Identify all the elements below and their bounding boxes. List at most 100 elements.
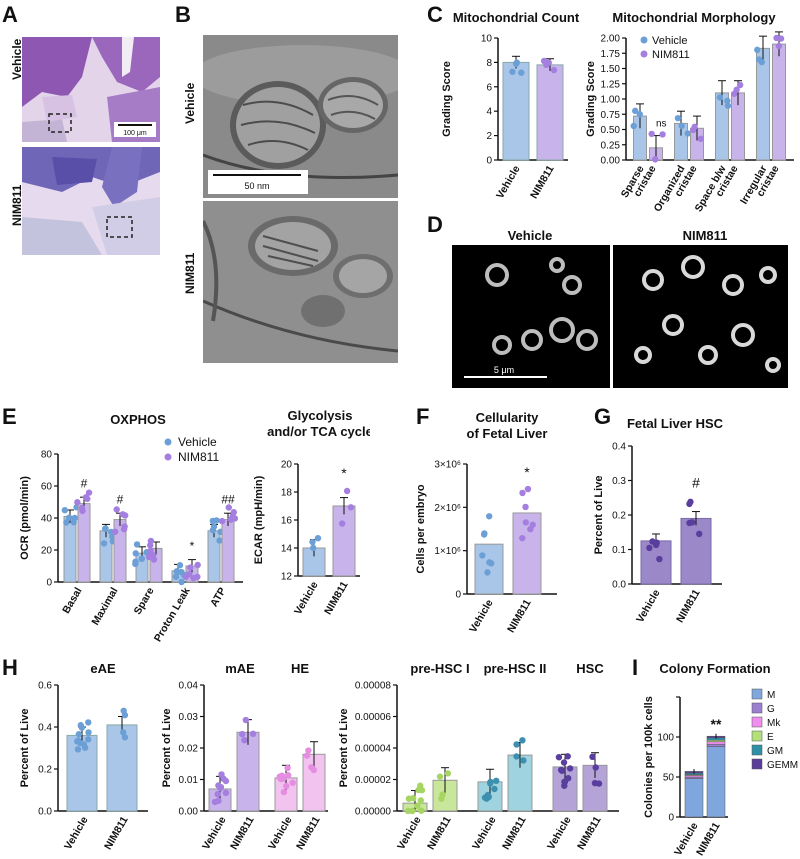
f-y-tick-label: 1×10⁶ xyxy=(434,546,461,557)
legend-label: E xyxy=(767,732,774,743)
data-point xyxy=(484,569,491,576)
data-point xyxy=(61,506,69,514)
data-point xyxy=(216,537,223,544)
g-y-tick-label: 0.1 xyxy=(612,545,626,556)
data-point xyxy=(524,485,532,493)
x-tick-label: NIM811 xyxy=(294,814,323,851)
chart-title: Mitochondrial Morphology xyxy=(612,10,776,25)
data-point xyxy=(555,753,563,761)
data-point xyxy=(176,562,184,569)
annotation: # xyxy=(81,477,88,491)
data-point xyxy=(211,798,219,806)
chart-title: pre-HSC I xyxy=(410,661,469,676)
panel-a-nim811-roi-box xyxy=(106,216,133,238)
c-morph-y-tick-label: 1.75 xyxy=(601,49,621,60)
data-point xyxy=(85,729,92,736)
x-tick-label: NIM811 xyxy=(322,579,351,616)
data-point xyxy=(289,779,296,786)
data-point xyxy=(529,521,536,528)
data-point xyxy=(147,547,154,555)
data-point xyxy=(280,788,288,796)
data-point xyxy=(194,561,201,569)
bar xyxy=(772,43,786,161)
data-point xyxy=(111,528,119,535)
data-point xyxy=(121,512,129,519)
x-tick-label: NIM811 xyxy=(674,587,703,624)
x-tick-label: Vehicle xyxy=(62,814,91,851)
h-eae-y-tick-label: 0.4 xyxy=(38,723,52,734)
legend-label: Mk xyxy=(767,718,781,729)
panel-b-scale-bar-label: 50 nm xyxy=(244,181,269,191)
data-point xyxy=(85,736,92,743)
chart-title: pre-HSC II xyxy=(484,661,547,676)
data-point xyxy=(520,757,527,764)
data-point xyxy=(513,753,520,760)
bar xyxy=(63,515,77,583)
data-point xyxy=(550,66,558,74)
data-point xyxy=(512,60,520,67)
data-point xyxy=(493,777,500,785)
chart-title: HSC xyxy=(576,661,604,676)
data-point xyxy=(178,578,185,586)
c-count-y-tick-label: 10 xyxy=(481,34,493,45)
data-point xyxy=(674,114,682,122)
bar xyxy=(640,540,672,585)
panel-d-col-label-nim811: NIM811 xyxy=(682,228,728,243)
e-ecar-y-tick-label: 16 xyxy=(281,516,293,527)
c-morph-y-axis-label: Grading Score xyxy=(585,61,597,137)
annotation: * xyxy=(190,539,195,553)
panel-letter-h: H xyxy=(2,655,18,680)
data-point xyxy=(121,523,128,530)
e-oxphos-y-tick-label: 20 xyxy=(41,546,53,557)
data-point xyxy=(187,564,194,571)
h-prehsc-y-tick-label: 0.00008 xyxy=(355,681,392,692)
chart-title: mAE xyxy=(225,661,255,676)
g-y-axis-label: Percent of Live xyxy=(593,476,605,555)
x-tick-label: Vehicle xyxy=(292,579,321,616)
data-point xyxy=(74,746,82,753)
data-point xyxy=(147,542,154,549)
data-point xyxy=(79,507,86,515)
x-tick-label: NIM811 xyxy=(102,814,131,851)
x-tick-label: Maximal xyxy=(89,585,120,627)
c-count-y-tick-label: 2 xyxy=(486,131,492,142)
data-point xyxy=(63,519,70,526)
annotation: # xyxy=(692,474,700,490)
data-point xyxy=(646,544,653,552)
data-point xyxy=(303,752,311,759)
data-point xyxy=(686,500,693,508)
chart-h-prehsc-hsc: pre-HSC I pre-HSC II HSC 0.00000 0.00002 0.00… xyxy=(338,661,619,852)
stacked-bar-segment xyxy=(684,778,704,818)
data-point xyxy=(65,514,73,521)
data-point xyxy=(773,34,780,42)
data-point xyxy=(595,780,603,787)
data-point xyxy=(84,495,91,503)
data-point xyxy=(338,520,346,527)
x-tick-label: Spare xyxy=(132,585,157,616)
e-ecar-y-tick-label: 12 xyxy=(281,572,293,583)
h-mae-y-tick-label: 0.03 xyxy=(179,712,199,723)
data-point xyxy=(308,764,315,771)
chart-title: Colony Formation xyxy=(659,661,770,676)
data-point xyxy=(632,107,639,115)
f-y-tick-label: 3×10⁶ xyxy=(434,460,461,471)
panel-b-nim811-em-image xyxy=(203,201,398,363)
x-tick-label: Vehicle xyxy=(467,597,496,634)
data-point xyxy=(209,517,217,525)
chart-title: eAE xyxy=(90,661,116,676)
bar xyxy=(680,517,712,585)
e-ecar-y-tick-label: 18 xyxy=(281,488,293,499)
data-point xyxy=(214,790,221,798)
data-point xyxy=(678,122,685,130)
data-point xyxy=(415,786,422,794)
panel-a-scale-bar-label: 100 μm xyxy=(123,130,147,137)
stacked-bar-segment xyxy=(706,741,726,745)
c-morph-y-tick-label: 0.50 xyxy=(601,125,621,136)
e-oxphos-y-tick-label: 60 xyxy=(41,482,53,493)
e-ecar-y-axis-label: ECAR (mpH/min) xyxy=(253,475,265,564)
200000 xyxy=(512,512,542,595)
c-count-y-tick-label: 8 xyxy=(486,58,492,69)
data-point xyxy=(102,525,109,532)
panel-a-vehicle-roi-box xyxy=(48,113,72,133)
